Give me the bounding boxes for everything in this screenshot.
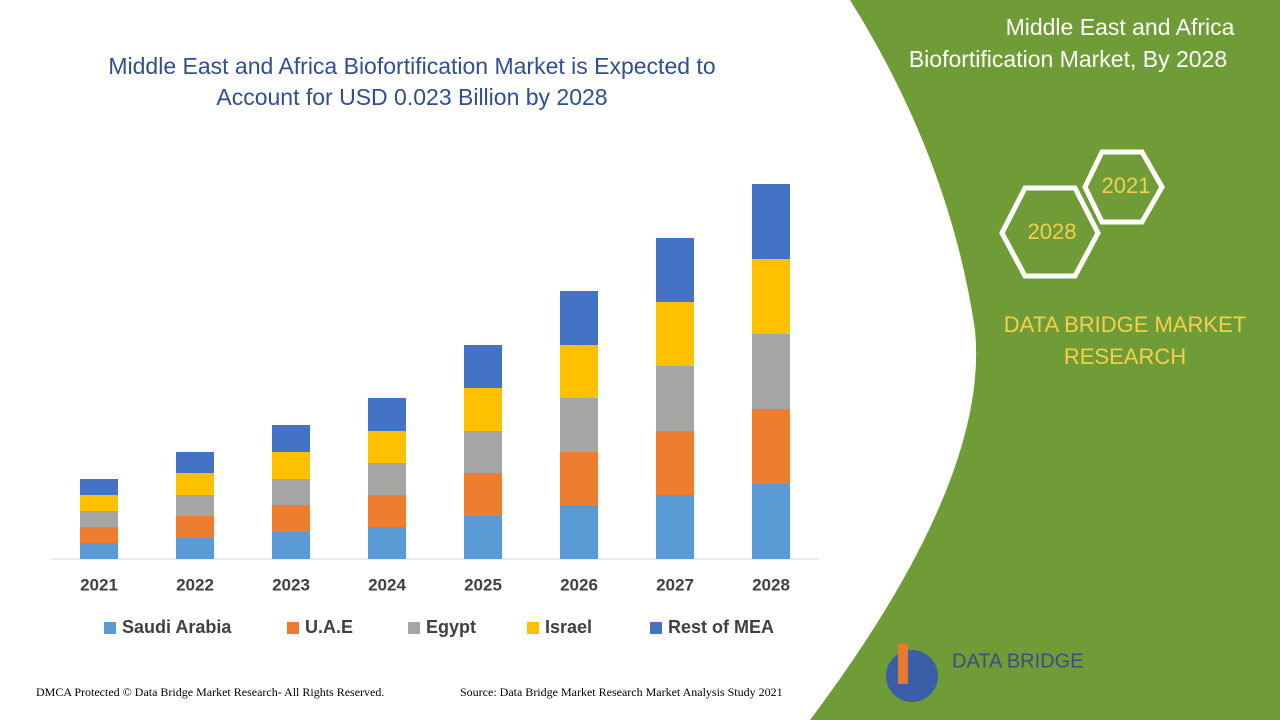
hex-label: 2021 [1102, 173, 1151, 198]
brand: DATA BRIDGE MARKET [1004, 312, 1246, 337]
legend-swatch [287, 622, 299, 634]
bar-segment [80, 511, 118, 527]
legend-swatch [650, 622, 662, 634]
bar-segment [176, 495, 214, 516]
bar-segment [272, 425, 310, 452]
hex-label: 2028 [1028, 219, 1077, 244]
bar-segment [464, 516, 502, 559]
hexagon [1082, 149, 1165, 225]
x-tick-label: 2023 [272, 575, 310, 594]
hexagon [999, 185, 1101, 279]
bar-segment [272, 532, 310, 559]
chart-title: Account for USD 0.023 Billion by 2028 [216, 84, 607, 110]
bar-segment [176, 452, 214, 473]
bar-segment [464, 388, 502, 431]
bar-segment [560, 452, 598, 505]
bar-segment [272, 452, 310, 479]
brand: RESEARCH [1064, 344, 1186, 369]
x-tick-label: 2022 [176, 575, 214, 594]
legend-swatch [408, 622, 420, 634]
bar-segment [464, 473, 502, 516]
bar-segment [560, 398, 598, 452]
x-tick-label: 2021 [80, 575, 118, 594]
bar-segment [368, 463, 406, 495]
bar-segment [176, 473, 214, 495]
bar-segment [752, 334, 790, 409]
bar-segment [368, 495, 406, 527]
source: Source: Data Bridge Market Research Mark… [460, 685, 783, 699]
bar-segment [752, 409, 790, 484]
bar-segment [464, 431, 502, 473]
bar-segment [560, 345, 598, 398]
x-tick-label: 2025 [464, 575, 502, 594]
bar-segment [80, 543, 118, 559]
copyright: DMCA Protected © Data Bridge Market Rese… [36, 685, 384, 699]
bar-segment [752, 184, 790, 259]
legend-label: Saudi Arabia [122, 617, 232, 637]
bar-segment [656, 431, 694, 495]
x-tick-label: 2026 [560, 575, 598, 594]
bar-segment [176, 516, 214, 538]
legend-label: Egypt [426, 617, 476, 637]
legend-swatch [104, 622, 116, 634]
x-tick-label: 2024 [368, 575, 406, 594]
bar-segment [464, 345, 502, 388]
logo-icon [898, 644, 908, 684]
legend-swatch [527, 622, 539, 634]
x-tick-label: 2028 [752, 575, 790, 594]
green-panel [810, 0, 1280, 720]
bar-segment [368, 431, 406, 463]
legend-label: Israel [545, 617, 592, 637]
bar-segment [560, 291, 598, 345]
x-tick-label: 2027 [656, 575, 694, 594]
panel-title: Middle East and Africa [1006, 14, 1235, 40]
bar-segment [272, 505, 310, 532]
logo-text: DATA BRIDGE [952, 650, 1084, 672]
bar-segment [368, 398, 406, 431]
bar-segment [656, 238, 694, 302]
bar-segment [368, 527, 406, 559]
chart-title: Middle East and Africa Biofortification … [108, 53, 715, 79]
bar-segment [656, 495, 694, 559]
legend-label: Rest of MEA [668, 617, 774, 637]
bar-segment [656, 302, 694, 366]
bar-segment [176, 538, 214, 559]
bar-segment [752, 484, 790, 559]
panel-title: Biofortification Market, By 2028 [909, 46, 1227, 72]
bar-segment [80, 495, 118, 511]
bar-segment [80, 527, 118, 543]
logo-icon [886, 650, 938, 702]
bar-segment [560, 505, 598, 559]
bar-segment [656, 366, 694, 431]
bar-segment [752, 259, 790, 334]
bar-segment [80, 479, 118, 495]
bar-segment [272, 479, 310, 505]
legend-label: U.A.E [305, 617, 353, 637]
